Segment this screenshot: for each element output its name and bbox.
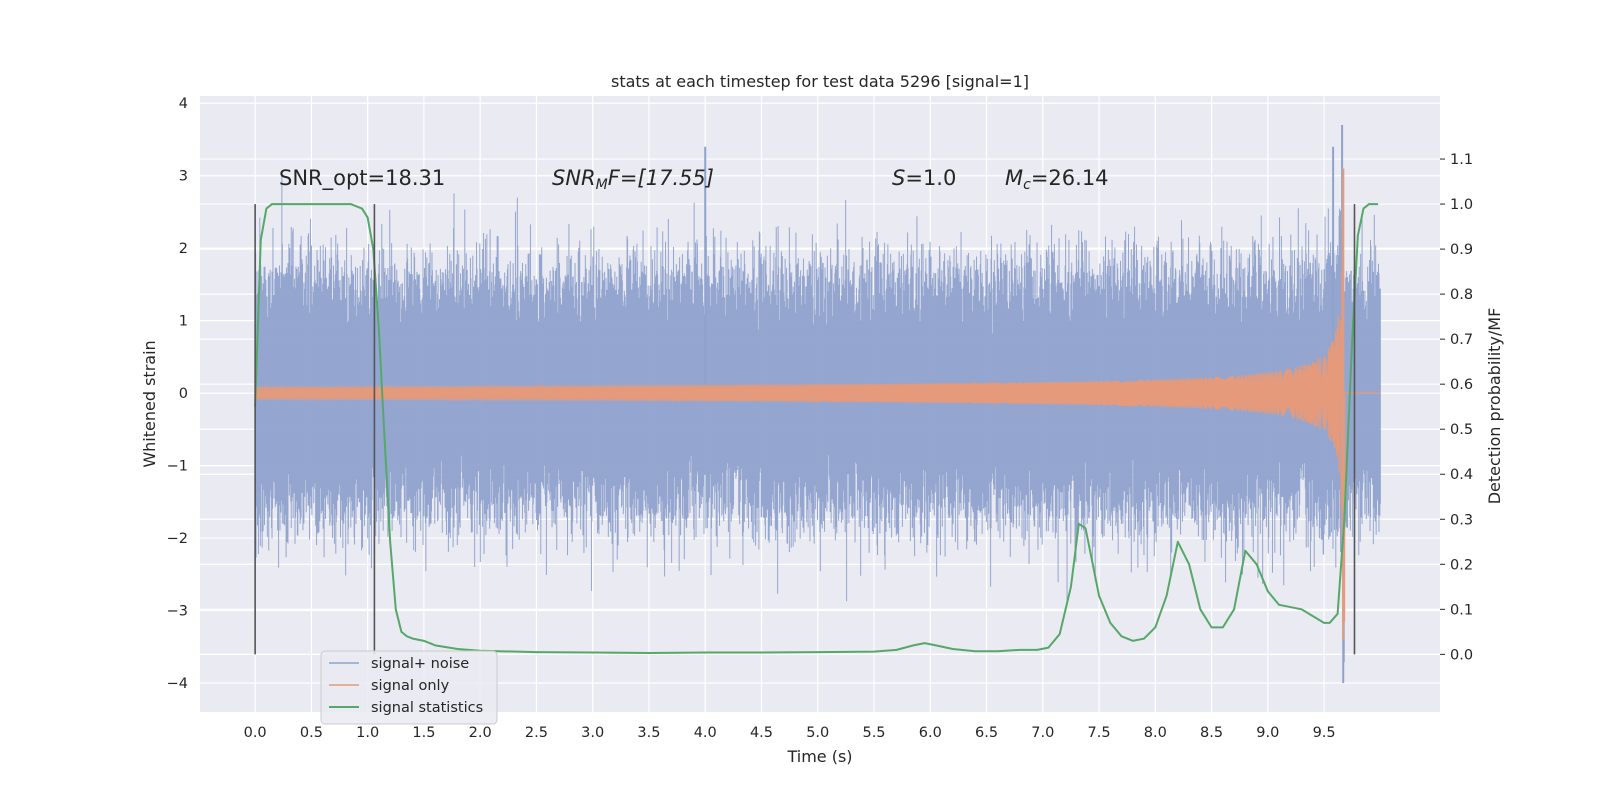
legend-box [320, 650, 498, 725]
annotation-s: S=1.0 [892, 166, 956, 190]
x-tick-label: 1.5 [412, 725, 435, 741]
x-tick-label: 5.0 [806, 725, 829, 741]
y-tick-label: −4 [167, 676, 188, 692]
x-tick-label: 3.5 [637, 725, 660, 741]
y2-tick-label: 0.5 [1450, 422, 1473, 438]
x-tick-label: 6.5 [975, 725, 998, 741]
annotation-mc-sub: c [1023, 177, 1031, 193]
y2-tick-label: 0.4 [1450, 467, 1473, 483]
y-axis-label: Whitened strain [140, 340, 159, 467]
y-tick-label: 3 [179, 169, 188, 185]
y-tick-label: 4 [179, 96, 188, 112]
y-tick-label: −3 [167, 604, 188, 620]
y2-tick-label: 0.1 [1450, 602, 1473, 618]
annotation-snr-mf-sub: M [596, 177, 608, 193]
y2-tick-label: 0.9 [1450, 242, 1473, 258]
y-tick-label: −2 [167, 531, 188, 547]
x-tick-label: 4.0 [694, 725, 717, 741]
y2-tick-label: 0.6 [1450, 377, 1473, 393]
chart-title: stats at each timestep for test data 529… [611, 72, 1029, 91]
x-tick-label: 5.5 [862, 725, 885, 741]
x-tick-label: 6.0 [919, 725, 942, 741]
series-layer [254, 124, 1381, 684]
x-tick-label: 9.5 [1313, 725, 1336, 741]
annotation-snr-mf-rest: F=[17.55] [608, 166, 714, 190]
legend-label-signal-statistics: signal statistics [371, 700, 483, 716]
y-tick-label: 2 [179, 241, 188, 257]
x-tick-label: 4.5 [750, 725, 773, 741]
x-tick-label: 7.0 [1031, 725, 1054, 741]
annotation-snr-opt: SNR_opt=18.31 [279, 166, 445, 191]
x-tick-label: 2.5 [525, 725, 548, 741]
annotation-snr-mf-label: SNR [552, 166, 596, 190]
series-signal-statistics [254, 203, 1379, 655]
annotation-mc-value: =26.14 [1031, 166, 1109, 190]
vertical-markers [254, 204, 1356, 655]
x-tick-label: 7.5 [1088, 725, 1111, 741]
y-tick-label: 0 [179, 386, 188, 402]
y2-tick-label: 0.8 [1450, 287, 1473, 303]
series-signal-only [254, 217, 1381, 622]
annotation-snr-mf: SNRMF=[17.55] [552, 166, 714, 193]
x-tick-label: 3.0 [581, 725, 604, 741]
y-tick-label: −1 [167, 459, 188, 475]
legend: signal+ noise signal only signal statist… [320, 650, 498, 725]
x-tick-label: 8.5 [1200, 725, 1223, 741]
x-tick-label: 9.0 [1256, 725, 1279, 741]
y2-tick-label: 0.0 [1450, 647, 1473, 663]
y2-tick-label: 1.1 [1450, 152, 1473, 168]
x-tick-label: 1.0 [356, 725, 379, 741]
annotation-mc: Mc=26.14 [1005, 166, 1109, 193]
annotation-s-label: S [892, 166, 905, 190]
y2-axis-label: Detection probability/MF [1485, 308, 1504, 505]
y2-tick-label: 0.7 [1450, 332, 1473, 348]
legend-label-signal-noise: signal+ noise [371, 656, 469, 672]
annotation-s-value: =1.0 [905, 166, 956, 190]
tick-labels: 0.0 0.5 1.0 1.5 2.0 2.5 3.0 3.5 4.0 4.5 5.0 5.5 6.0 6… [167, 96, 1473, 741]
y2-tick-label: 0.3 [1450, 512, 1473, 528]
x-tick-label: 2.0 [469, 725, 492, 741]
x-tick-label: 0.5 [300, 725, 323, 741]
legend-label-signal-only: signal only [371, 678, 450, 694]
x-tick-label: 0.0 [244, 725, 267, 741]
x-axis-label: Time (s) [786, 747, 852, 766]
annotation-mc-label: M [1005, 166, 1023, 190]
x-tick-label: 8.0 [1144, 725, 1167, 741]
y-tick-label: 1 [179, 314, 188, 330]
y2-tick-label: 0.2 [1450, 557, 1473, 573]
y2-tick-label: 1.0 [1450, 197, 1473, 213]
